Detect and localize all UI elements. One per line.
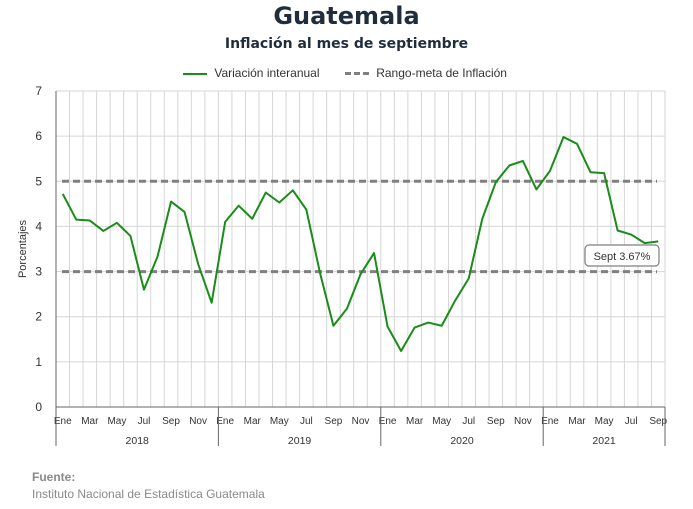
x-tick-label: May (595, 416, 614, 427)
data-point (575, 141, 580, 146)
data-point (60, 191, 65, 196)
legend-item-rango-meta: Rango-meta de Inflación (344, 66, 507, 80)
y-tick-label: 6 (35, 129, 42, 143)
data-point (101, 228, 106, 233)
data-point (656, 239, 661, 244)
chart-title: Guatemala (273, 2, 420, 30)
x-tick-label: Jul (300, 416, 313, 427)
y-tick-label: 3 (35, 265, 42, 279)
data-point (399, 349, 404, 354)
x-tick-label: May (432, 416, 451, 427)
y-tick-label: 4 (35, 219, 42, 233)
data-point (223, 219, 228, 224)
x-tick-label: Mar (244, 416, 262, 427)
legend-swatch-green (183, 72, 207, 75)
x-tick-label: Mar (81, 416, 99, 427)
data-point (128, 233, 133, 238)
data-point (439, 323, 444, 328)
data-point (547, 168, 552, 173)
data-point (615, 228, 620, 233)
data-point (412, 325, 417, 330)
x-tick-label: May (270, 416, 289, 427)
x-tick-label: Nov (514, 416, 532, 427)
data-point (196, 261, 201, 266)
data-point (466, 276, 471, 281)
source-text: Instituto Nacional de Estadística Guatem… (32, 487, 265, 501)
chart-subtitle: Inflación al mes de septiembre (224, 36, 469, 52)
x-tick-label: Ene (379, 416, 397, 427)
data-point (277, 200, 282, 205)
source-label: Fuente: (32, 470, 76, 484)
data-point (290, 188, 295, 193)
data-point (182, 209, 187, 214)
legend: Variación interanual Rango-meta de Infla… (183, 66, 529, 80)
data-point (520, 158, 525, 163)
data-point (236, 203, 241, 208)
x-tick-label: Ene (54, 416, 72, 427)
x-tick-label: Nov (189, 416, 207, 427)
annotation-label: Sept 3.67% (594, 251, 651, 263)
data-point (534, 187, 539, 192)
x-tick-label: Sep (162, 416, 180, 427)
year-label: 2020 (450, 435, 474, 447)
data-point (358, 272, 363, 277)
x-tick-label: Jul (625, 416, 638, 427)
y-axis-label: Porcentajes (17, 219, 29, 278)
data-point (344, 306, 349, 311)
year-label: 2018 (126, 435, 150, 447)
data-point (263, 190, 268, 195)
data-point (453, 298, 458, 303)
data-point (588, 170, 593, 175)
legend-label-variacion: Variación interanual (214, 66, 320, 80)
y-tick-label: 7 (35, 84, 42, 98)
year-label: 2019 (288, 435, 312, 447)
legend-label-rango-meta: Rango-meta de Inflación (376, 66, 507, 80)
data-point (317, 270, 322, 275)
data-point (480, 216, 485, 221)
data-point (74, 217, 79, 222)
data-point (250, 216, 255, 221)
data-point (426, 320, 431, 325)
data-point (372, 251, 377, 256)
y-tick-label: 1 (35, 355, 42, 369)
data-point (385, 324, 390, 329)
x-tick-label: May (107, 416, 126, 427)
data-point (209, 300, 214, 305)
x-tick-label: Nov (352, 416, 370, 427)
y-tick-label: 0 (35, 400, 42, 414)
x-tick-label: Jul (462, 416, 475, 427)
data-point (507, 163, 512, 168)
data-point (304, 207, 309, 212)
data-point (561, 135, 566, 140)
x-tick-label: Sep (325, 416, 343, 427)
inflation-line (61, 136, 659, 353)
data-point (169, 199, 174, 204)
x-tick-label: Mar (568, 416, 586, 427)
data-point (141, 287, 146, 292)
x-tick-label: Sep (487, 416, 505, 427)
data-point (87, 218, 92, 223)
data-point (602, 171, 607, 176)
x-tick-label: Ene (541, 416, 559, 427)
legend-swatch-dashed (344, 72, 369, 76)
data-point (629, 232, 634, 237)
x-tick-label: Mar (406, 416, 424, 427)
annotation-box (584, 244, 660, 267)
x-tick-label: Sep (649, 416, 667, 427)
data-point (493, 180, 498, 185)
y-tick-label: 2 (35, 310, 42, 324)
data-point (331, 323, 336, 328)
x-tick-label: Ene (216, 416, 234, 427)
legend-item-variacion: Variación interanual (183, 66, 320, 80)
data-point (114, 220, 119, 225)
year-label: 2021 (592, 435, 616, 447)
data-point (155, 254, 160, 259)
y-tick-label: 5 (35, 174, 42, 188)
x-tick-label: Jul (138, 416, 151, 427)
